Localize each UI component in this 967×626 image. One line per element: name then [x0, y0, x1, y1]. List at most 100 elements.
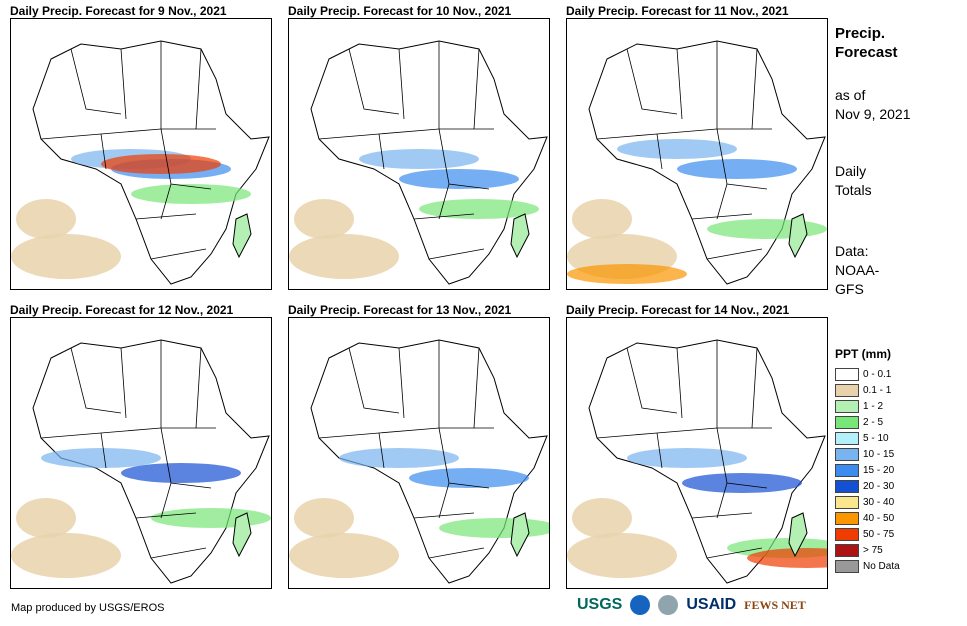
- data-source-line1: NOAA-: [835, 262, 880, 278]
- legend-swatch: [835, 511, 859, 525]
- panel-title: Daily Precip. Forecast for 14 Nov., 2021: [566, 303, 790, 317]
- dry-area: [294, 199, 354, 239]
- africa-map: [289, 40, 548, 285]
- country-border: [626, 48, 678, 115]
- africa-map: [289, 339, 549, 584]
- legend-item: 10 - 15: [835, 446, 900, 462]
- legend-label: 20 - 30: [863, 480, 895, 492]
- legend-label: 10 - 15: [863, 448, 895, 460]
- legend-label: > 75: [863, 544, 883, 556]
- country-border: [40, 427, 216, 439]
- country-border: [706, 547, 763, 559]
- country-border: [70, 48, 122, 115]
- madagascar: [788, 512, 808, 558]
- dry-area: [567, 533, 677, 578]
- data-source-block: Data: NOAA- GFS: [835, 242, 879, 299]
- country-border: [398, 347, 405, 419]
- country-border: [348, 347, 400, 414]
- daily-label: Daily: [835, 163, 867, 179]
- noaa-logo: [630, 595, 651, 615]
- dry-area: [16, 199, 76, 239]
- legend-swatch: [835, 399, 859, 413]
- usaid-logo: USAID: [686, 596, 737, 613]
- legend-item: > 75: [835, 542, 900, 558]
- forecast-panel-3: Daily Precip. Forecast for 11 Nov., 2021: [566, 4, 828, 290]
- country-border: [413, 512, 475, 519]
- legend-label: 1 - 2: [863, 400, 884, 412]
- agency-logos: USGS USAID FEWS NET: [577, 595, 806, 615]
- precip-band: [617, 139, 737, 159]
- country-border: [691, 213, 753, 220]
- panel-title: Daily Precip. Forecast for 9 Nov., 2021: [10, 4, 227, 18]
- side-title-line2: Forecast: [835, 44, 898, 61]
- country-border: [473, 347, 480, 429]
- country-border: [656, 133, 663, 170]
- legend-label: 0.1 - 1: [863, 384, 892, 396]
- country-border: [428, 248, 485, 260]
- legend-item: 1 - 2: [835, 398, 900, 414]
- africa-map: [11, 339, 271, 584]
- africa-map: [11, 40, 270, 285]
- precip-band: [677, 159, 797, 179]
- precip-band: [747, 548, 827, 568]
- precip-band: [41, 448, 161, 468]
- as-of-date: Nov 9, 2021: [835, 106, 911, 122]
- panel-title: Daily Precip. Forecast for 13 Nov., 2021: [288, 303, 512, 317]
- precip-band: [707, 219, 827, 239]
- country-border: [438, 482, 450, 519]
- legend-label: 30 - 40: [863, 496, 895, 508]
- country-border: [676, 48, 683, 120]
- country-border: [716, 183, 728, 220]
- country-border: [318, 128, 494, 140]
- country-border: [195, 48, 202, 130]
- country-border: [691, 512, 753, 519]
- country-border: [473, 48, 480, 130]
- forecast-map: [566, 317, 828, 589]
- legend-label: 0 - 0.1: [863, 368, 892, 380]
- forecast-panel-5: Daily Precip. Forecast for 13 Nov., 2021: [288, 303, 550, 589]
- forecast-panel-6: Daily Precip. Forecast for 14 Nov., 2021: [566, 303, 828, 589]
- precip-band: [567, 264, 687, 284]
- country-border: [150, 248, 207, 260]
- legend-label: No Data: [863, 560, 900, 572]
- country-border: [428, 547, 485, 559]
- data-source-line2: GFS: [835, 281, 864, 297]
- dry-area: [572, 199, 632, 239]
- forecast-panel-2: Daily Precip. Forecast for 10 Nov., 2021: [288, 4, 550, 290]
- precip-band: [131, 184, 251, 204]
- legend-swatch: [835, 431, 859, 445]
- country-border: [596, 128, 772, 140]
- legend-item: No Data: [835, 558, 900, 574]
- country-border: [135, 512, 197, 519]
- dry-area: [289, 234, 399, 279]
- side-title: Precip. Forecast: [835, 24, 898, 62]
- precip-band: [359, 149, 479, 169]
- legend-swatch: [835, 559, 859, 573]
- legend-item: 20 - 30: [835, 478, 900, 494]
- usda-seal-logo: [658, 595, 679, 615]
- legend-swatch: [835, 415, 859, 429]
- country-border: [318, 427, 494, 439]
- country-border: [40, 128, 216, 140]
- country-border: [70, 347, 122, 414]
- precip-band: [101, 154, 221, 174]
- country-border: [160, 183, 172, 220]
- data-label: Data:: [835, 243, 869, 259]
- legend-item: 50 - 75: [835, 526, 900, 542]
- country-border: [438, 183, 450, 220]
- panel-title: Daily Precip. Forecast for 11 Nov., 2021: [566, 4, 789, 18]
- legend-swatch: [835, 383, 859, 397]
- legend-item: 40 - 50: [835, 510, 900, 526]
- dry-area: [572, 498, 632, 538]
- country-border: [100, 133, 107, 170]
- daily-totals-block: Daily Totals: [835, 162, 872, 200]
- legend-item: 15 - 20: [835, 462, 900, 478]
- legend-swatch: [835, 367, 859, 381]
- precip-band: [682, 473, 802, 493]
- country-border: [135, 213, 197, 220]
- fews-net-logo: FEWS NET: [744, 597, 806, 612]
- forecast-map: [288, 18, 550, 290]
- totals-label: Totals: [835, 182, 872, 198]
- country-border: [676, 347, 683, 419]
- forecast-map: [10, 317, 272, 589]
